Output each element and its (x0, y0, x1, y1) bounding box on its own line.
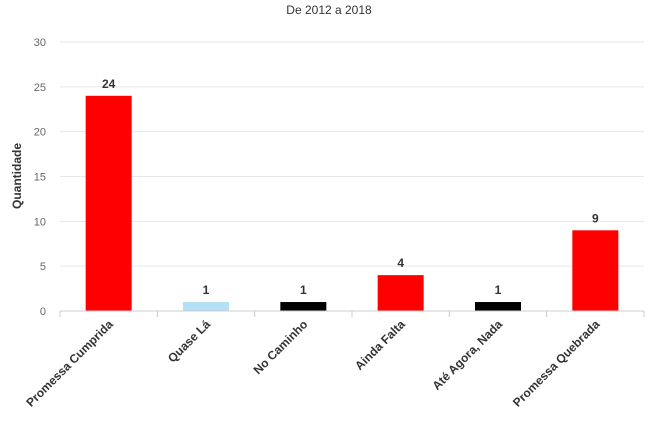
y-tick-label: 30 (34, 37, 46, 49)
x-axis-ticks: Promessa Cumprida Quase Lá No Caminho Ainda… (23, 311, 645, 410)
bar (280, 302, 327, 311)
y-tick-label: 25 (34, 82, 46, 94)
data-label: 24 (102, 77, 116, 91)
data-labels: 24 1 1 4 1 9 (102, 77, 599, 297)
data-label: 1 (203, 283, 210, 297)
x-tick-label: Promessa Cumprida (23, 317, 116, 410)
bar (183, 302, 229, 311)
data-label: 9 (592, 211, 599, 225)
bar (377, 275, 424, 311)
x-tick-label: Ainda Falta (352, 317, 408, 373)
bar (572, 230, 619, 311)
y-tick-label: 10 (34, 216, 46, 228)
y-tick-label: 20 (34, 127, 46, 139)
data-label: 4 (397, 256, 404, 270)
bar (475, 302, 521, 311)
x-tick-label: Promessa Quebrada (510, 317, 603, 410)
x-tick-label: Quase Lá (165, 317, 213, 365)
data-label: 1 (495, 283, 502, 297)
y-tick-label: 15 (34, 172, 46, 184)
chart-subtitle: De 2012 a 2018 (286, 3, 372, 17)
y-axis-label: Quantidade (10, 143, 24, 209)
x-tick-label: No Caminho (251, 317, 311, 377)
bar (85, 95, 132, 311)
bars (85, 95, 619, 311)
y-tick-label: 5 (40, 261, 46, 273)
data-label: 1 (300, 283, 307, 297)
y-tick-label: 0 (40, 306, 46, 318)
y-axis-ticks: 0 5 10 15 20 25 30 (34, 37, 46, 318)
x-tick-label: Até Agora, Nada (430, 317, 506, 393)
gridlines (60, 41, 644, 267)
